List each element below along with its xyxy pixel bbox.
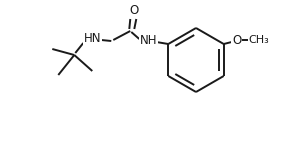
Text: CH₃: CH₃: [248, 35, 269, 45]
Text: O: O: [130, 4, 139, 18]
Text: HN: HN: [83, 33, 101, 45]
Text: O: O: [232, 33, 241, 46]
Text: NH: NH: [140, 34, 157, 48]
